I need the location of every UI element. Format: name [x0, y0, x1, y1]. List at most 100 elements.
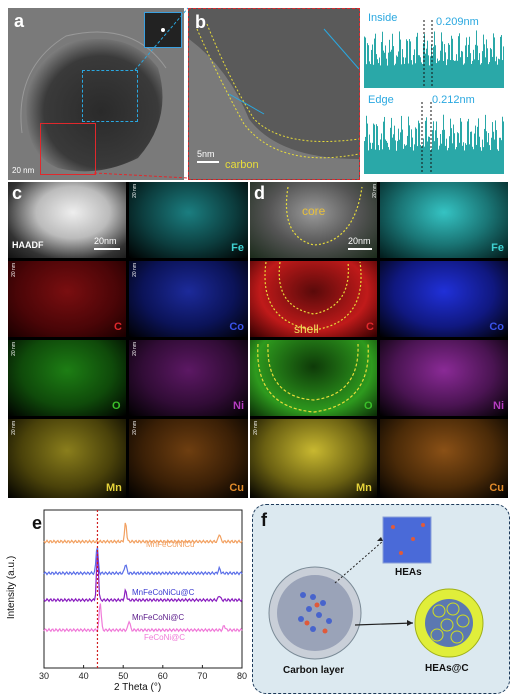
profile-bar: [425, 120, 426, 174]
profile-bar: [464, 150, 465, 174]
profile-bar: [399, 31, 400, 88]
co-map-c: [129, 261, 248, 337]
profile-bar: [428, 55, 429, 88]
profile-bar: [400, 39, 401, 88]
profile-bar: [418, 55, 419, 88]
profile-bar: [497, 149, 498, 174]
profile-bar: [382, 31, 383, 88]
profile-bar: [463, 64, 464, 88]
series-line-3: [43, 551, 243, 603]
profile-bar: [381, 133, 382, 174]
heas-c-label: HEAs@C: [425, 663, 469, 674]
profile-bar: [400, 132, 401, 174]
series-label-2: MnFeCoNiCu@C: [132, 588, 195, 597]
profile-bar: [435, 45, 436, 88]
profile-bar: [369, 61, 370, 88]
profile-bar: [414, 144, 415, 174]
profile-bar: [375, 33, 376, 88]
profile-bar: [419, 123, 420, 174]
profile-bar: [403, 148, 404, 174]
profile-bar: [364, 36, 365, 88]
profile-bar: [431, 44, 432, 88]
profile-bar: [422, 64, 423, 88]
element-label-mn-d: Mn: [356, 482, 372, 494]
element-label-ni-d: Ni: [493, 400, 504, 412]
profile-bar: [383, 50, 384, 88]
haadf-tile-d: [250, 182, 377, 258]
profile-bar: [421, 146, 422, 174]
outline-overlays-d: [257, 186, 369, 413]
profile-bar: [395, 140, 396, 174]
profile-bar: [432, 130, 433, 174]
profile-bar: [367, 123, 368, 174]
tiny-scale-c3: 20 nm: [132, 263, 138, 277]
profile-bar: [410, 41, 411, 88]
profile-bar: [364, 141, 365, 174]
panel-e: 30 40 50 60 70 80 e Intensity (a.u.) 2 Theta …: [4, 502, 248, 696]
profile-bar: [370, 142, 371, 174]
profile-bar: [418, 120, 419, 174]
profile-bar: [440, 50, 441, 88]
profile-bar: [407, 40, 408, 88]
profile-bar: [408, 116, 409, 174]
profile-bar: [405, 57, 406, 88]
profile-bar: [401, 64, 402, 88]
carbon-label: carbon: [225, 159, 259, 171]
panel-label-a: a: [14, 11, 25, 31]
edge-value: 0.212nm: [432, 94, 475, 106]
profile-inside-plot: [364, 20, 504, 88]
profile-bar: [369, 134, 370, 174]
profile-bar: [465, 45, 466, 88]
profile-bar: [467, 57, 468, 88]
tem-panel-a: a 20 nm: [8, 8, 184, 180]
profile-bar: [462, 145, 463, 174]
profile-bar: [399, 139, 400, 174]
profile-bar: [393, 46, 394, 88]
profile-bar: [372, 44, 373, 88]
profile-bar: [495, 61, 496, 88]
profile-bar: [485, 114, 486, 174]
profile-bar: [453, 60, 454, 88]
fe-map-c: [129, 182, 248, 258]
profile-bar: [431, 148, 432, 174]
o-map-c: [8, 340, 126, 416]
element-label-co-c: Co: [229, 321, 244, 333]
profile-bar: [488, 64, 489, 88]
profile-edge-plot: [364, 102, 504, 174]
panel-label-f: f: [261, 510, 267, 530]
profile-bar: [419, 55, 420, 88]
inside-label: Inside: [368, 12, 398, 24]
profile-bar: [416, 36, 417, 88]
red-roi-box: [40, 123, 96, 175]
profile-bar: [404, 144, 405, 174]
profile-bar: [448, 147, 449, 174]
profile-bar: [398, 51, 399, 88]
panel-label-c: c: [12, 183, 23, 203]
profile-bar: [487, 142, 488, 174]
panel-label-d: d: [254, 183, 265, 203]
profile-bar: [443, 114, 444, 174]
profile-bar: [377, 126, 378, 174]
profile-bar: [411, 129, 412, 174]
scale-label-c: 20nm: [94, 236, 117, 246]
profile-bar: [389, 39, 390, 88]
profile-bar: [480, 147, 481, 174]
profile-bar: [443, 60, 444, 88]
profile-bar: [458, 133, 459, 174]
profile-bar: [502, 116, 503, 174]
profile-bar: [460, 118, 461, 174]
profile-bar: [420, 144, 421, 174]
profile-bar: [437, 58, 438, 88]
profile-bar: [427, 40, 428, 88]
profile-bar: [456, 147, 457, 174]
profile-bar: [486, 131, 487, 174]
profile-bar: [439, 60, 440, 88]
panel-f: f HEAs Carbon layer HEAs@C: [252, 504, 510, 694]
profile-bar: [371, 49, 372, 88]
profile-bar: [388, 147, 389, 174]
y-axis-label: Intensity (a.u.): [6, 555, 18, 620]
profile-bar: [474, 133, 475, 174]
xrd-chart: 30 40 50 60 70 80: [39, 509, 247, 681]
profile-bar: [365, 136, 366, 174]
profile-bar: [493, 33, 494, 88]
